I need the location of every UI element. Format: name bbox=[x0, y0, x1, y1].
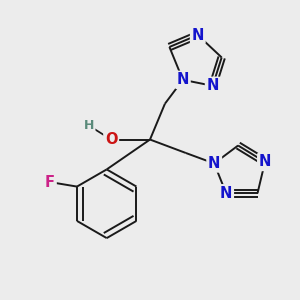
Text: H: H bbox=[84, 119, 94, 132]
Text: N: N bbox=[206, 78, 219, 93]
Text: O: O bbox=[105, 132, 117, 147]
Text: N: N bbox=[192, 28, 204, 43]
Text: N: N bbox=[259, 154, 271, 169]
Text: N: N bbox=[220, 186, 232, 201]
Text: N: N bbox=[177, 72, 189, 87]
Text: N: N bbox=[208, 156, 220, 171]
Text: F: F bbox=[45, 175, 55, 190]
